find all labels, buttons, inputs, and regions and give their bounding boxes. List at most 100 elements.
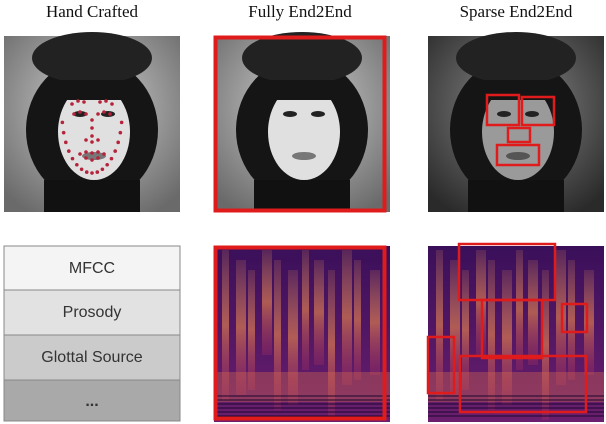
landmark (119, 120, 124, 125)
landmark (84, 156, 88, 160)
landmark (82, 100, 86, 104)
landmark (76, 99, 80, 103)
landmark (96, 112, 100, 116)
highlight-box (495, 143, 541, 167)
spec-streak (370, 270, 380, 375)
sweater (254, 180, 350, 212)
landmark (60, 120, 65, 125)
column-title: Hand Crafted (46, 2, 139, 21)
landmark (102, 110, 106, 114)
spec-streak (450, 260, 460, 395)
hat (456, 32, 576, 84)
spec-streak (288, 270, 298, 405)
landmark (64, 140, 68, 145)
landmark (70, 156, 75, 161)
feature-stack: MFCC Prosody Glottal Source ... (3, 245, 181, 422)
landmark (72, 112, 76, 116)
landmark (61, 130, 66, 135)
spec-low (428, 372, 604, 402)
landmark (90, 151, 94, 155)
landmark (70, 102, 74, 106)
highlight-box (426, 335, 456, 395)
landmark (104, 99, 108, 103)
landmark (102, 152, 106, 156)
eye (73, 111, 87, 117)
highlight-box (506, 126, 532, 144)
column-title: Fully End2End (248, 2, 352, 21)
landmark (90, 158, 94, 162)
landmark (100, 167, 105, 172)
column-title: Sparse End2End (460, 2, 573, 21)
mouth (292, 152, 316, 160)
hat (242, 32, 362, 84)
face (58, 84, 130, 180)
highlight-box (213, 35, 387, 213)
spec-streak (516, 250, 523, 370)
landmark (79, 167, 84, 172)
spec-streak (436, 250, 443, 400)
highlight-box (458, 354, 588, 414)
landmark (105, 162, 109, 167)
face (482, 84, 554, 180)
landmark (113, 149, 117, 153)
eye (525, 111, 539, 117)
spec-low (214, 372, 390, 402)
spectrogram (214, 246, 390, 422)
spec-streak (328, 270, 335, 420)
landmark (90, 171, 94, 175)
spec-streak (488, 260, 495, 410)
landmark (84, 112, 88, 116)
landmark (96, 150, 100, 154)
spec-streak (222, 250, 229, 400)
eye (283, 111, 297, 117)
spec-streak (568, 260, 575, 380)
eye (311, 111, 325, 117)
mouth (506, 152, 530, 160)
mouth (82, 152, 106, 160)
sweater (468, 180, 564, 212)
feature-label: ... (85, 393, 98, 410)
spec-streak (342, 250, 352, 385)
highlight-box (480, 298, 544, 360)
feature-label: Glottal Source (41, 349, 142, 366)
feature-box (3, 334, 181, 381)
face-images (4, 32, 604, 213)
spec-streak (274, 260, 281, 410)
landmark (96, 138, 100, 142)
spec-streak (248, 270, 255, 390)
highlight-box (520, 95, 556, 127)
sweater (44, 180, 140, 212)
spec-streak (236, 260, 246, 395)
face-image (4, 32, 180, 212)
spectrograms (213, 242, 604, 422)
landmark (90, 140, 94, 144)
feature-label: Prosody (63, 304, 122, 321)
fringe (266, 80, 342, 100)
spectrogram (428, 246, 604, 422)
landmark (95, 170, 100, 174)
feature-label: MFCC (69, 260, 115, 277)
spec-streak (314, 260, 324, 365)
spec-streak (528, 260, 538, 365)
landmark (84, 150, 88, 154)
spec-streak (502, 270, 512, 405)
landmark (78, 110, 82, 114)
landmark (78, 152, 82, 156)
landmark (75, 162, 79, 167)
landmark (110, 102, 114, 106)
landmark (109, 156, 114, 161)
landmark (90, 134, 94, 138)
spec-streak (542, 270, 549, 420)
eye (497, 111, 511, 117)
landmark (90, 126, 94, 130)
spec-streak (354, 260, 361, 380)
landmark (96, 156, 100, 160)
face-image (214, 32, 390, 212)
highlight-box (485, 93, 521, 127)
landmark (98, 100, 102, 104)
fringe (56, 80, 132, 100)
feature-box (3, 379, 181, 422)
highlight-box (560, 302, 589, 334)
spec-streak (584, 270, 594, 375)
